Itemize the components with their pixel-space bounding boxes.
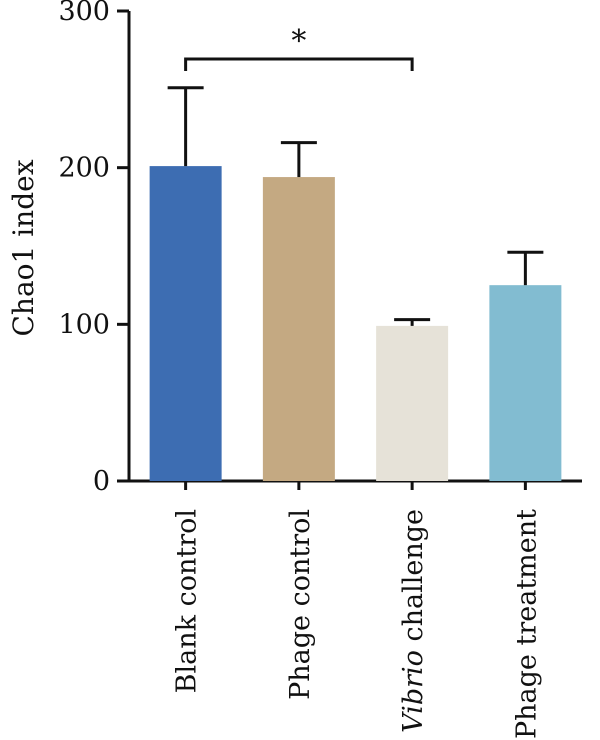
y-tick-label: 100 [58, 309, 110, 340]
category-label-part: Phage control [285, 509, 316, 700]
bars [149, 166, 562, 482]
y-tick-label: 200 [58, 153, 110, 184]
y-ticks: 0 100 200 300 [58, 0, 129, 497]
category-label-part: Vibrio [398, 650, 429, 733]
y-axis-title-group: Chao1 index [7, 159, 40, 336]
bar [149, 166, 222, 481]
y-axis-title: Chao1 index [7, 159, 40, 336]
bar [489, 285, 562, 481]
bar [376, 325, 449, 481]
category-label-part: Blank control [172, 509, 203, 693]
category-label-part: challenge [398, 509, 429, 650]
significance-annotations: * [184, 24, 414, 71]
y-tick-label: 0 [93, 466, 110, 497]
x-category-label: Phage control [285, 509, 316, 700]
y-tick-label: 300 [58, 0, 110, 27]
error-bars [167, 86, 544, 490]
significance-bracket [184, 57, 414, 71]
category-labels: Blank control Phage control Vibrio challen… [172, 509, 543, 739]
category-label-part: Phage treatment [511, 509, 542, 739]
significance-label: * [291, 24, 306, 59]
x-category-label: Blank control [172, 509, 203, 693]
x-category-label: Phage treatment [511, 509, 542, 739]
x-category-label: Vibrio challenge [398, 509, 429, 733]
bar [262, 177, 335, 482]
